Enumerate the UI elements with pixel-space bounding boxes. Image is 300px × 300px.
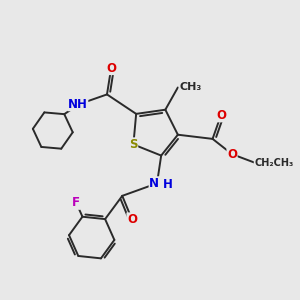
Text: O: O bbox=[127, 213, 137, 226]
Text: O: O bbox=[227, 148, 237, 161]
Text: O: O bbox=[216, 109, 226, 122]
Text: H: H bbox=[163, 178, 172, 191]
Text: S: S bbox=[129, 138, 138, 151]
Text: NH: NH bbox=[68, 98, 88, 111]
Text: F: F bbox=[72, 196, 80, 209]
Text: CH₃: CH₃ bbox=[179, 82, 202, 92]
Text: O: O bbox=[106, 61, 116, 74]
Text: N: N bbox=[149, 177, 159, 190]
Text: CH₂CH₃: CH₂CH₃ bbox=[254, 158, 293, 167]
